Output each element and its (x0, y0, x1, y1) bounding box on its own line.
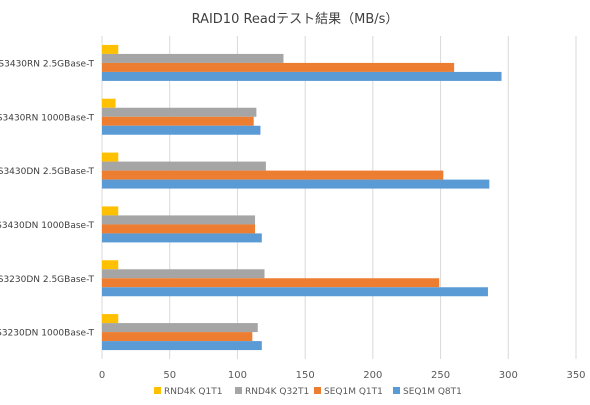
bar (102, 287, 488, 297)
bar (102, 278, 440, 288)
bar (102, 161, 266, 171)
bar (102, 107, 257, 117)
bar (102, 170, 444, 180)
category-label: TS3430DN 2.5GBase-T (0, 167, 94, 177)
bar (102, 53, 284, 63)
bar (102, 152, 119, 162)
x-tick-label: 200 (363, 370, 382, 381)
bar (102, 314, 119, 324)
legend: RND4K Q1T1 RND4K Q32T1 SEQ1M Q1T1 SEQ1M Q8T… (154, 387, 462, 397)
bar (102, 233, 262, 243)
category-labels: TS3430RN 2.5GBase-T TS3430RN 1000Base-T TS… (0, 59, 94, 338)
legend-label: RND4K Q32T1 (245, 387, 309, 397)
bars (102, 44, 502, 351)
x-tick-label: 0 (99, 370, 105, 381)
x-tick-label: 150 (296, 370, 315, 381)
bar (102, 260, 119, 270)
bar (102, 215, 256, 225)
bar (102, 332, 253, 342)
bar (102, 341, 262, 351)
x-tick-label: 50 (163, 370, 176, 381)
bar (102, 224, 256, 234)
legend-label: RND4K Q1T1 (164, 387, 222, 397)
category-label: TS3230DN 1000Base-T (0, 329, 94, 339)
category-label: TS3430DN 1000Base-T (0, 221, 94, 231)
legend-swatch (235, 387, 242, 394)
x-axis-ticks: 0 50 100 150 200 250 300 350 (99, 370, 586, 381)
bar (102, 323, 258, 333)
bar (102, 116, 254, 126)
bar (102, 269, 265, 279)
bar (102, 62, 455, 72)
category-label: TS3230DN 2.5GBase-T (0, 275, 94, 285)
x-tick-label: 350 (566, 370, 585, 381)
bar (102, 179, 490, 189)
x-tick-label: 100 (228, 370, 247, 381)
legend-label: SEQ1M Q1T1 (324, 387, 383, 397)
bar (102, 206, 119, 216)
legend-label: SEQ1M Q8T1 (403, 387, 462, 397)
gridlines (101, 36, 577, 359)
chart-title: RAID10 Readテスト結果（MB/s） (192, 12, 399, 27)
bar (102, 98, 116, 108)
legend-swatch (314, 387, 321, 394)
bar (102, 44, 119, 54)
category-label: TS3430RN 1000Base-T (0, 113, 94, 123)
bar (102, 71, 502, 81)
legend-swatch (393, 387, 400, 394)
x-tick-label: 250 (431, 370, 450, 381)
bar (102, 125, 261, 135)
category-label: TS3430RN 2.5GBase-T (0, 59, 94, 69)
x-tick-label: 300 (499, 370, 518, 381)
legend-swatch (154, 387, 161, 394)
